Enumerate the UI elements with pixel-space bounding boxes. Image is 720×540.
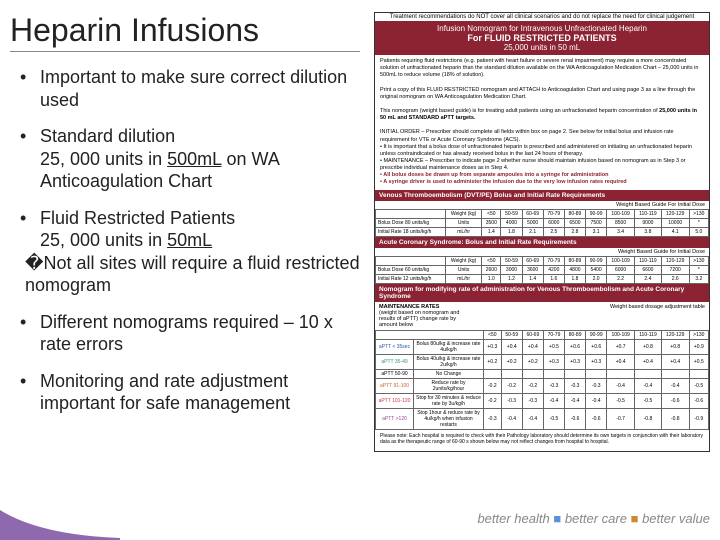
nomogram-sheet: Treatment recommendations do NOT cover a…	[374, 12, 710, 452]
table-vte: Weight (kg) <5050-5960-6970-7980-8990-99…	[375, 209, 709, 237]
table-acs: Weight (kg) <5050-5960-6970-7980-8990-99…	[375, 256, 709, 284]
bullet-5: Monitoring and rate adjustment important…	[20, 370, 360, 415]
nomogram-intro: Patients requiring fluid restrictions (e…	[375, 55, 709, 190]
slide: Heparin Infusions Important to make sure…	[0, 0, 720, 540]
bullet-1: Important to make sure correct dilution …	[20, 66, 360, 111]
nomogram-topnote: Treatment recommendations do NOT cover a…	[375, 13, 709, 21]
band-modify: Nomogram for modifying rate of administr…	[375, 284, 709, 302]
nomogram-footnote: Please note: Each hospital is required t…	[375, 430, 709, 449]
band-vte: Venous Thromboembolism (DVT/PE) Bolus an…	[375, 190, 709, 201]
table-maintenance: <5050-5960-6970-7980-8990-99100-109110-1…	[375, 330, 709, 430]
bullet-3: Fluid Restricted Patients 25, 000 units …	[20, 207, 360, 297]
right-column: Treatment recommendations do NOT cover a…	[370, 12, 710, 530]
nomogram-header: Infusion Nomogram for Intravenous Unfrac…	[375, 21, 709, 55]
band-acs: Acute Coronary Syndrome: Bolus and Initi…	[375, 237, 709, 248]
slide-title: Heparin Infusions	[10, 12, 360, 52]
footer-tagline: better health ■ better care ■ better val…	[477, 511, 710, 526]
bullet-2: Standard dilution 25, 000 units in 500mL…	[20, 125, 360, 193]
bullet-4: Different nomograms required – 10 x rate…	[20, 311, 360, 356]
left-column: Heparin Infusions Important to make sure…	[10, 12, 370, 530]
bullet-list: Important to make sure correct dilution …	[10, 66, 360, 415]
decorative-swoosh	[0, 500, 120, 540]
